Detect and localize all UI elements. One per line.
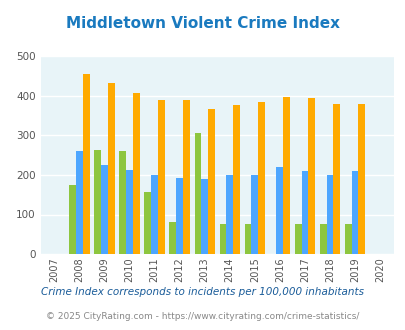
Bar bbox=[258, 102, 264, 254]
Bar bbox=[151, 175, 158, 254]
Bar bbox=[344, 224, 351, 254]
Bar bbox=[201, 179, 207, 254]
Bar bbox=[333, 104, 339, 254]
Bar bbox=[251, 175, 258, 254]
Bar bbox=[319, 224, 326, 254]
Bar bbox=[307, 98, 314, 254]
Bar bbox=[301, 171, 307, 254]
Bar bbox=[108, 83, 114, 254]
Bar bbox=[144, 191, 151, 254]
Bar bbox=[294, 224, 301, 254]
Bar bbox=[176, 178, 183, 254]
Bar bbox=[169, 222, 176, 254]
Bar bbox=[158, 100, 164, 254]
Bar bbox=[244, 224, 251, 254]
Bar bbox=[76, 151, 83, 254]
Bar bbox=[194, 133, 201, 254]
Bar bbox=[358, 104, 364, 254]
Bar bbox=[219, 224, 226, 254]
Bar bbox=[132, 93, 139, 254]
Bar bbox=[207, 109, 214, 254]
Bar bbox=[126, 170, 132, 254]
Bar bbox=[94, 150, 101, 254]
Text: Crime Index corresponds to incidents per 100,000 inhabitants: Crime Index corresponds to incidents per… bbox=[41, 287, 364, 297]
Bar bbox=[69, 185, 76, 254]
Bar bbox=[232, 105, 239, 254]
Bar bbox=[119, 151, 126, 254]
Bar bbox=[351, 171, 358, 254]
Bar bbox=[183, 100, 189, 254]
Bar bbox=[326, 175, 333, 254]
Bar bbox=[83, 74, 90, 254]
Text: © 2025 CityRating.com - https://www.cityrating.com/crime-statistics/: © 2025 CityRating.com - https://www.city… bbox=[46, 312, 359, 321]
Bar bbox=[101, 165, 108, 254]
Bar bbox=[283, 97, 289, 254]
Bar bbox=[226, 175, 232, 254]
Bar bbox=[276, 167, 283, 254]
Text: Middletown Violent Crime Index: Middletown Violent Crime Index bbox=[66, 16, 339, 31]
